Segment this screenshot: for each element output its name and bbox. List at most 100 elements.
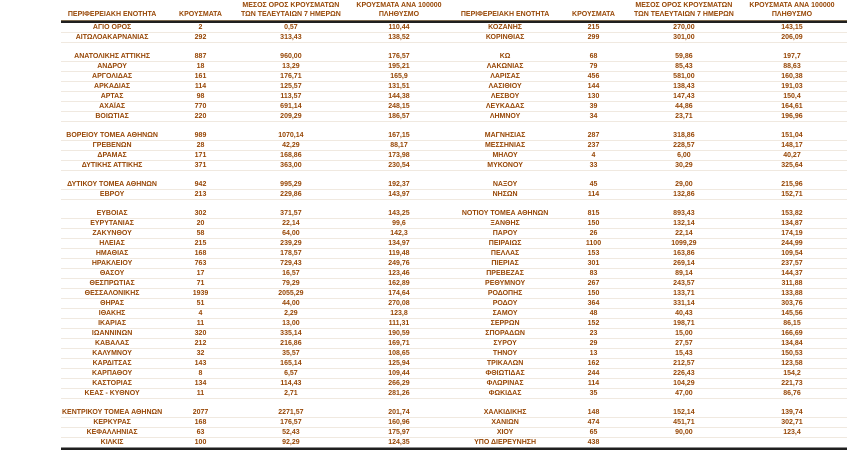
value-cell: 23,71 — [630, 112, 737, 122]
region-name-cell — [454, 399, 556, 408]
value-cell: 691,14 — [237, 102, 344, 112]
value-cell: 995,29 — [237, 180, 344, 190]
value-cell: 150,4 — [736, 92, 847, 102]
region-name-cell — [61, 43, 163, 52]
value-cell: 123,58 — [736, 359, 847, 369]
region-name-cell: ΕΥΡΥΤΑΝΙΑΣ — [61, 219, 164, 229]
value-cell: 138,43 — [630, 82, 737, 92]
region-name-cell: ΣΑΜΟΥ — [454, 309, 557, 319]
value-cell: 15,00 — [630, 329, 737, 339]
column-header-3: ΚΡΟΥΣΜΑΤΑ ΑΝΑ 100000 ΠΛΗΘΥΣΜΟ — [343, 2, 454, 21]
value-cell: 153,82 — [736, 209, 847, 219]
value-cell: 144,38 — [343, 92, 454, 102]
table-row: ΚΑΒΑΛΑΣ 212 216,86 169,71 — [61, 339, 454, 349]
region-name-cell: ΔΡΑΜΑΣ — [61, 151, 164, 161]
value-cell: 44,00 — [237, 299, 344, 309]
region-name-cell — [454, 122, 556, 131]
table-row: ΣΕΡΡΩΝ 152 198,71 86,15 — [454, 319, 847, 329]
table-row: ΘΕΣΠΡΩΤΙΑΣ 71 79,29 162,89 — [61, 279, 454, 289]
value-cell: 893,43 — [630, 209, 737, 219]
value-cell: 301,00 — [630, 33, 737, 43]
region-name-cell: ΑΡΓΟΛΙΔΑΣ — [61, 72, 164, 82]
table-row: ΠΕΙΡΑΙΩΣ 1100 1099,29 244,99 — [454, 239, 847, 249]
value-cell: 244 — [556, 369, 631, 379]
table-row: ΒΟΡΕΙΟΥ ΤΟΜΕΑ ΑΘΗΝΩΝ 989 1070,14 167,15 — [61, 131, 454, 141]
table-row: ΠΕΛΛΑΣ 153 163,86 109,54 — [454, 249, 847, 259]
column-header-3: ΚΡΟΥΣΜΑΤΑ ΑΝΑ 100000 ΠΛΗΘΥΣΜΟ — [736, 2, 847, 21]
table-row: ΙΚΑΡΙΑΣ 11 13,00 111,31 — [61, 319, 454, 329]
spacer-row — [454, 171, 847, 180]
region-name-cell: ΚΑΛΥΜΝΟΥ — [61, 349, 164, 359]
value-cell: 1100 — [556, 239, 631, 249]
value-cell: 1939 — [163, 289, 238, 299]
region-name-cell: ΝΗΣΩΝ — [454, 190, 557, 200]
value-cell: 216,86 — [237, 339, 344, 349]
value-cell: 58 — [163, 229, 238, 239]
value-cell: 215 — [163, 239, 238, 249]
column-header-0: ΠΕΡΙΦΕΡΕΙΑΚΗ ΕΝΟΤΗΤΑ — [454, 2, 557, 21]
value-cell: 152,14 — [630, 408, 737, 418]
value-cell: 729,43 — [237, 259, 344, 269]
value-cell: 45 — [556, 180, 631, 190]
value-cell: 237,57 — [736, 259, 847, 269]
table-row: ΘΑΣΟΥ 17 16,57 123,46 — [61, 269, 454, 279]
value-cell: 266,29 — [343, 379, 454, 389]
value-cell: 30,29 — [630, 161, 737, 171]
region-name-cell: ΡΟΔΟΥ — [454, 299, 557, 309]
value-cell: 148 — [556, 408, 631, 418]
table-row: ΚΟΡΙΝΘΙΑΣ 299 301,00 206,09 — [454, 33, 847, 43]
value-cell: 139,74 — [736, 408, 847, 418]
value-cell: 147,43 — [630, 92, 737, 102]
value-cell: 168 — [163, 249, 238, 259]
region-name-cell: ΧΙΟΥ — [454, 428, 557, 438]
value-cell: 313,43 — [237, 33, 344, 43]
value-cell: 2271,57 — [237, 408, 344, 418]
table-row: ΚΕΦΑΛΛΗΝΙΑΣ 63 52,43 175,97 — [61, 428, 454, 438]
value-cell: 161 — [163, 72, 238, 82]
value-cell: 20 — [163, 219, 238, 229]
value-cell: 243,57 — [630, 279, 737, 289]
value-cell — [556, 200, 631, 209]
value-cell: 114,43 — [237, 379, 344, 389]
region-name-cell: ΙΘΑΚΗΣ — [61, 309, 164, 319]
value-cell: 13,00 — [237, 319, 344, 329]
table-row: ΕΒΡΟΥ 213 229,86 143,97 — [61, 190, 454, 200]
column-header-2: ΜΕΣΟΣ ΟΡΟΣ ΚΡΟΥΣΜΑΤΩΝ ΤΩΝ ΤΕΛΕΥΤΑΙΩΝ 7 Η… — [237, 2, 344, 21]
value-cell: 79,29 — [237, 279, 344, 289]
table-row: ΕΥΒΟΙΑΣ 302 371,57 143,25 — [61, 209, 454, 219]
value-cell: 164,61 — [736, 102, 847, 112]
value-cell: 196,96 — [736, 112, 847, 122]
value-cell: 451,71 — [630, 418, 737, 428]
table-row: ΔΥΤΙΚΗΣ ΑΤΤΙΚΗΣ 371 363,00 230,54 — [61, 161, 454, 171]
value-cell: 331,14 — [630, 299, 737, 309]
value-cell: 123,46 — [343, 269, 454, 279]
table-row: ΛΗΜΝΟΥ 34 23,71 196,96 — [454, 112, 847, 122]
column-header-0: ΠΕΡΙΦΕΡΕΙΑΚΗ ΕΝΟΤΗΤΑ — [61, 2, 164, 21]
value-cell: 132,86 — [630, 190, 737, 200]
value-cell: 287 — [556, 131, 631, 141]
table-row: ΚΑΡΠΑΘΟΥ 8 6,57 109,44 — [61, 369, 454, 379]
header-row: ΠΕΡΙΦΕΡΕΙΑΚΗ ΕΝΟΤΗΤΑ ΚΡΟΥΣΜΑΤΑ ΜΕΣΟΣ ΟΡΟΣ … — [61, 2, 454, 21]
value-cell — [737, 171, 847, 180]
value-cell: 174,64 — [343, 289, 454, 299]
table-row: ΔΡΑΜΑΣ 171 168,86 173,98 — [61, 151, 454, 161]
value-cell: 144 — [556, 82, 631, 92]
region-name-cell: ΚΕΑΣ - ΚΥΘΝΟΥ — [61, 389, 164, 399]
value-cell: 887 — [163, 52, 238, 62]
value-cell — [556, 122, 631, 131]
region-name-cell — [61, 171, 163, 180]
region-name-cell: ΛΗΜΝΟΥ — [454, 112, 557, 122]
value-cell: 2077 — [163, 408, 238, 418]
table-row: ΡΕΘΥΜΝΟΥ 267 243,57 311,88 — [454, 279, 847, 289]
value-cell: 162,89 — [343, 279, 454, 289]
region-name-cell: ΘΕΣΣΑΛΟΝΙΚΗΣ — [61, 289, 164, 299]
table-row: ΥΠΟ ΔΙΕΡΕΥΝΗΣΗ 438 — [454, 438, 847, 448]
table-row: ΧΙΟΥ 65 90,00 123,4 — [454, 428, 847, 438]
value-cell: 363,00 — [237, 161, 344, 171]
value-cell: 47,00 — [630, 389, 737, 399]
table-row: ΚΙΛΚΙΣ 100 92,29 124,35 — [61, 438, 454, 448]
region-name-cell: ΝΟΤΙΟΥ ΤΟΜΕΑ ΑΘΗΝΩΝ — [454, 209, 557, 219]
value-cell — [737, 200, 847, 209]
value-cell: 42,29 — [237, 141, 344, 151]
value-cell — [163, 122, 238, 131]
